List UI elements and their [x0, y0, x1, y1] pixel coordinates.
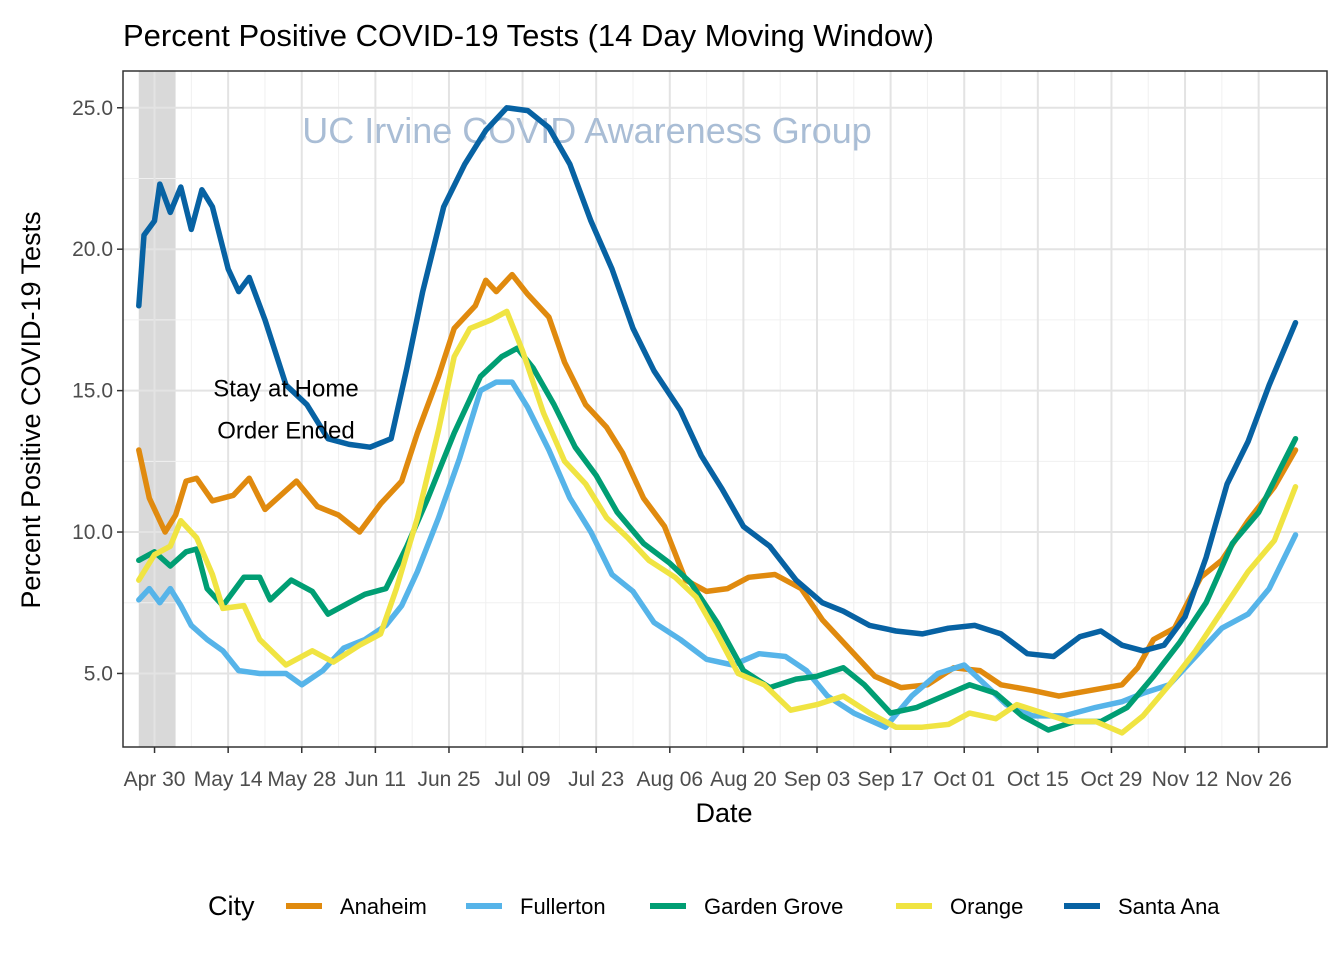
legend-label: Anaheim — [340, 894, 427, 919]
watermark-text: UC Irvine COVID Awareness Group — [302, 110, 872, 151]
y-tick-label: 10.0 — [72, 521, 113, 544]
legend-label: Fullerton — [520, 894, 606, 919]
y-axis-title: Percent Positive COVID-19 Tests — [16, 211, 46, 608]
series-line-orange — [136, 308, 1299, 736]
x-tick-label: Jul 09 — [495, 768, 551, 791]
legend-label: Santa Ana — [1118, 894, 1220, 919]
annotation-line: Stay at Home — [213, 375, 358, 402]
x-tick-label: Sep 03 — [784, 768, 851, 791]
x-tick-label: Nov 26 — [1225, 768, 1292, 791]
legend-label: Orange — [950, 894, 1023, 919]
series-lines — [136, 105, 1299, 736]
legend: City Anaheim Fullerton Garden Grove Orange S… — [208, 891, 1220, 921]
x-tick-label: Oct 01 — [933, 768, 995, 791]
annotation-line: Order Ended — [217, 417, 354, 444]
panel-border — [122, 70, 1328, 748]
x-tick-label: Oct 15 — [1007, 768, 1069, 791]
y-tick-label: 5.0 — [84, 662, 113, 685]
y-axis: 5.0 10.0 15.0 20.0 25.0 — [72, 97, 123, 685]
legend-label: Garden Grove — [704, 894, 843, 919]
series-line-fullerton — [136, 379, 1299, 730]
series-line-anaheim — [136, 271, 1299, 699]
x-tick-label: Nov 12 — [1152, 768, 1219, 791]
x-tick-label: Jun 11 — [345, 768, 407, 791]
x-tick-label: May 14 — [194, 768, 263, 791]
stay-at-home-annotation: Stay at Home Order Ended — [213, 375, 358, 444]
stay-at-home-shaded-region — [138, 71, 176, 747]
x-axis-title: Date — [695, 798, 752, 828]
x-tick-label: Oct 29 — [1080, 768, 1142, 791]
x-tick-label: Jul 23 — [568, 768, 624, 791]
y-tick-label: 25.0 — [72, 97, 113, 120]
x-tick-label: Sep 17 — [857, 768, 924, 791]
x-tick-label: Aug 06 — [637, 768, 704, 791]
x-tick-label: Apr 30 — [124, 768, 186, 791]
legend-title: City — [208, 891, 255, 921]
y-tick-label: 15.0 — [72, 380, 113, 403]
y-tick-label: 20.0 — [72, 238, 113, 261]
x-axis: Apr 30 May 14 May 28 Jun 11 Jun 25 Jul 09 Jul … — [124, 747, 1292, 791]
chart-title: Percent Positive COVID-19 Tests (14 Day … — [123, 18, 934, 53]
plot-panel: UC Irvine COVID Awareness Group Stay at … — [122, 70, 1328, 748]
x-tick-label: May 28 — [267, 768, 336, 791]
x-tick-label: Jun 25 — [417, 768, 480, 791]
x-tick-label: Aug 20 — [710, 768, 777, 791]
series-line-santa-ana — [136, 105, 1299, 660]
